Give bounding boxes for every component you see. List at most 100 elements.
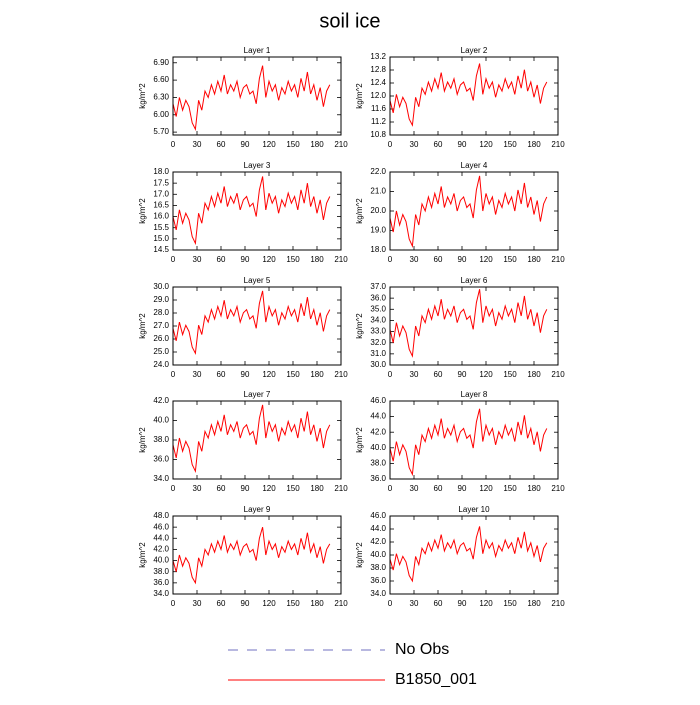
- x-tick-label: 30: [193, 484, 202, 493]
- x-tick-label: 30: [193, 140, 202, 149]
- x-tick-label: 0: [388, 140, 393, 149]
- y-tick-label: 18.0: [370, 245, 386, 254]
- x-tick-label: 120: [479, 484, 493, 493]
- data-line: [389, 408, 548, 477]
- x-tick-label: 90: [458, 255, 467, 264]
- y-tick-label: 12.8: [370, 65, 386, 74]
- data-line: [172, 404, 331, 473]
- y-tick-label: 30.0: [370, 360, 386, 369]
- y-tick-label: 29.0: [153, 295, 169, 304]
- y-axis-label: kg/m^2: [355, 83, 364, 109]
- x-tick-label: 0: [171, 140, 176, 149]
- x-tick-label: 30: [410, 140, 419, 149]
- plot-frame: [172, 286, 342, 366]
- y-tick-label: 16.0: [153, 212, 169, 221]
- x-tick-label: 210: [551, 140, 565, 149]
- y-tick-label: 32.0: [370, 338, 386, 347]
- data-line: [389, 289, 548, 358]
- x-tick-label: 0: [388, 370, 393, 379]
- x-tick-label: 150: [503, 255, 517, 264]
- y-tick-label: 36.0: [370, 474, 386, 483]
- legend-label: B1850_001: [395, 671, 477, 688]
- y-tick-label: 44.0: [370, 524, 386, 533]
- x-tick-label: 60: [217, 140, 226, 149]
- y-tick-label: 20.0: [370, 206, 386, 215]
- panel-title: Layer 7: [244, 390, 271, 399]
- y-tick-label: 11.6: [371, 104, 387, 113]
- panel-title: Layer 3: [244, 161, 271, 170]
- x-tick-label: 180: [310, 484, 324, 493]
- y-tick-label: 17.0: [153, 189, 169, 198]
- x-tick-label: 30: [193, 599, 202, 608]
- x-tick-label: 210: [334, 370, 348, 379]
- y-tick-label: 26.0: [153, 334, 169, 343]
- x-tick-label: 150: [503, 140, 517, 149]
- y-tick-label: 27.0: [153, 321, 169, 330]
- y-tick-label: 15.0: [153, 234, 169, 243]
- y-tick-label: 36.0: [370, 576, 386, 585]
- x-tick-label: 0: [171, 484, 176, 493]
- x-tick-label: 150: [286, 370, 300, 379]
- y-axis-label: kg/m^2: [355, 427, 364, 453]
- y-tick-label: 22.0: [370, 167, 386, 176]
- y-tick-label: 36.0: [153, 455, 169, 464]
- data-line: [389, 526, 548, 583]
- x-tick-label: 90: [241, 255, 250, 264]
- panel-title: Layer 5: [244, 276, 271, 285]
- y-tick-label: 21.0: [370, 187, 386, 196]
- y-tick-label: 38.0: [370, 459, 386, 468]
- x-tick-label: 60: [217, 370, 226, 379]
- x-tick-label: 180: [310, 255, 324, 264]
- x-tick-label: 0: [171, 599, 176, 608]
- y-axis-label: kg/m^2: [138, 83, 147, 109]
- y-tick-label: 12.4: [370, 78, 386, 87]
- x-tick-label: 120: [262, 484, 276, 493]
- data-line: [172, 176, 331, 246]
- x-tick-label: 210: [334, 255, 348, 264]
- y-tick-label: 25.0: [153, 347, 169, 356]
- x-tick-label: 90: [241, 484, 250, 493]
- x-tick-label: 60: [217, 255, 226, 264]
- y-tick-label: 13.2: [370, 52, 386, 61]
- y-tick-label: 17.5: [153, 178, 169, 187]
- x-tick-label: 30: [410, 599, 419, 608]
- plot-frame: [172, 171, 342, 251]
- y-tick-label: 46.0: [370, 396, 386, 405]
- x-tick-label: 90: [241, 599, 250, 608]
- x-tick-label: 30: [410, 255, 419, 264]
- y-tick-label: 12.0: [370, 91, 386, 100]
- y-tick-label: 44.0: [153, 533, 169, 542]
- y-tick-label: 38.0: [153, 435, 169, 444]
- legend-label: No Obs: [395, 641, 449, 658]
- y-tick-label: 16.5: [153, 201, 169, 210]
- x-tick-label: 0: [171, 255, 176, 264]
- x-tick-label: 210: [334, 599, 348, 608]
- y-tick-label: 6.60: [153, 75, 169, 84]
- y-tick-label: 19.0: [370, 226, 386, 235]
- panel-title: Layer 2: [461, 46, 488, 55]
- y-tick-label: 44.0: [370, 412, 386, 421]
- x-tick-label: 90: [241, 370, 250, 379]
- panel-title: Layer 4: [461, 161, 488, 170]
- data-line: [172, 527, 331, 585]
- x-tick-label: 0: [388, 599, 393, 608]
- y-tick-label: 28.0: [153, 308, 169, 317]
- x-tick-label: 120: [479, 255, 493, 264]
- x-tick-label: 120: [262, 370, 276, 379]
- x-tick-label: 150: [503, 599, 517, 608]
- y-tick-label: 15.5: [153, 223, 169, 232]
- data-line: [172, 290, 331, 355]
- x-tick-label: 180: [527, 370, 541, 379]
- y-axis-label: kg/m^2: [138, 313, 147, 339]
- x-tick-label: 210: [334, 484, 348, 493]
- y-tick-label: 34.0: [370, 589, 386, 598]
- plot-frame: [389, 56, 559, 136]
- x-tick-label: 150: [286, 255, 300, 264]
- plot-frame: [389, 515, 559, 595]
- x-tick-label: 150: [503, 484, 517, 493]
- y-tick-label: 40.0: [370, 550, 386, 559]
- y-tick-label: 48.0: [153, 511, 169, 520]
- y-tick-label: 46.0: [370, 511, 386, 520]
- y-tick-label: 10.8: [370, 130, 386, 139]
- panel-title: Layer 8: [461, 390, 488, 399]
